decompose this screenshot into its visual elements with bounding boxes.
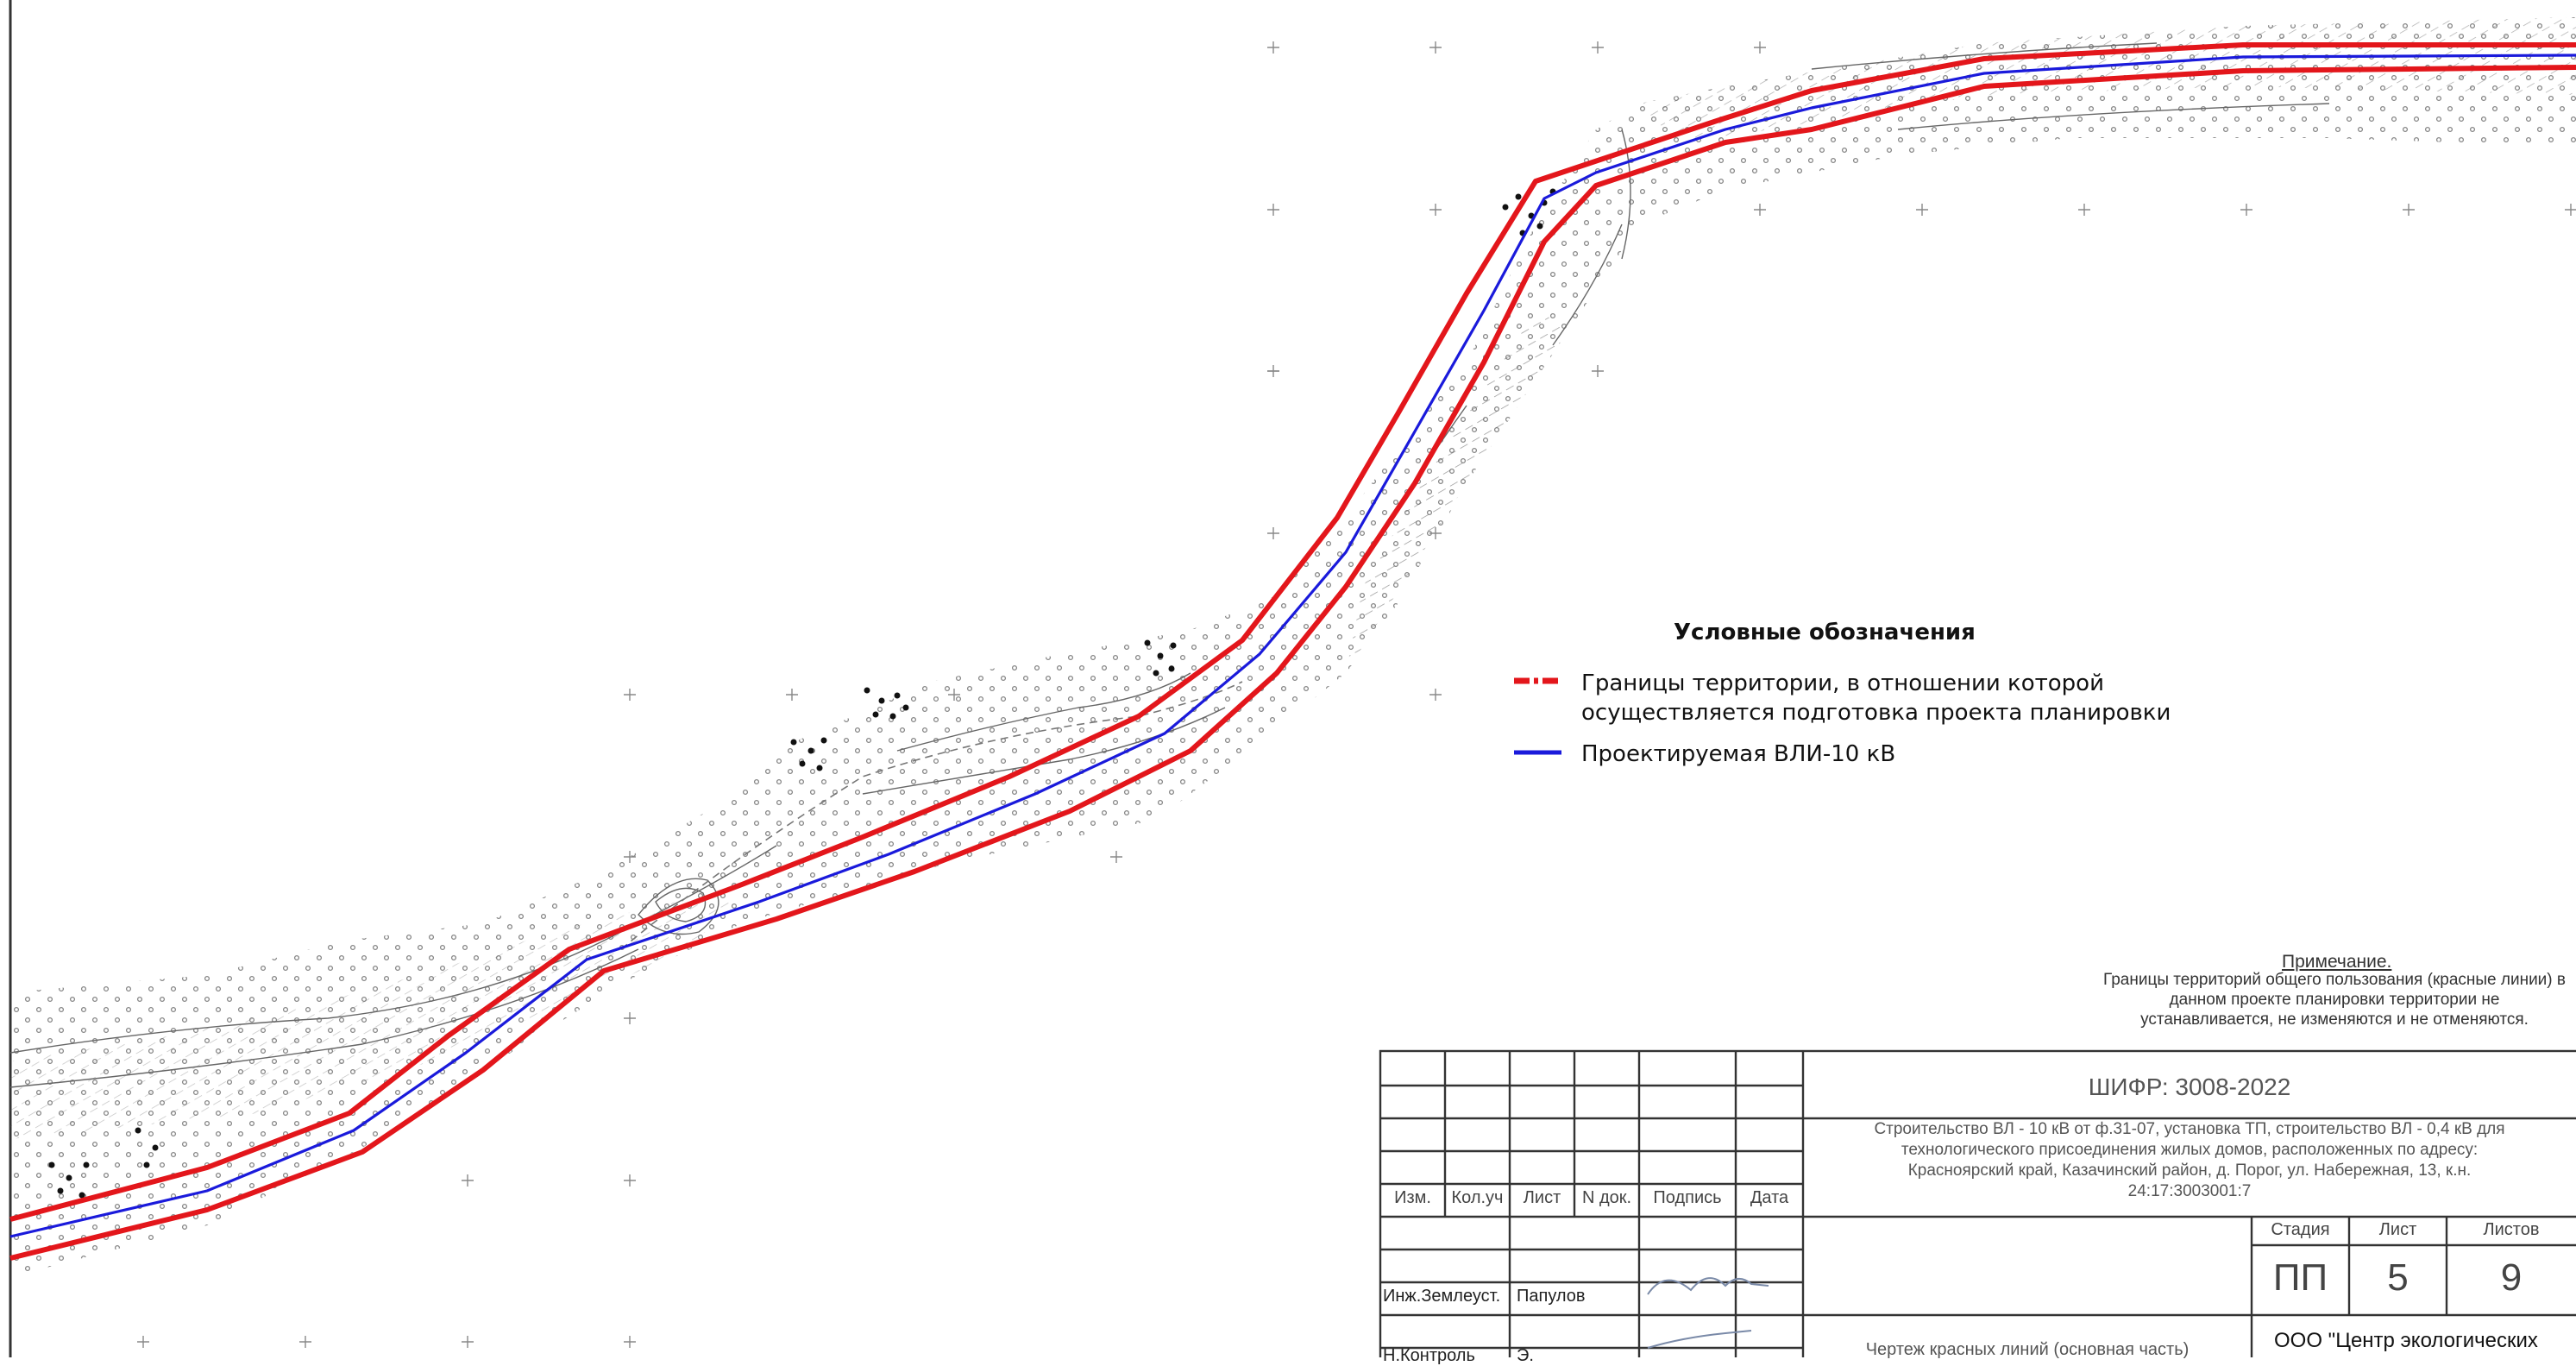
- dirt-road: [620, 681, 1243, 950]
- legend-item-power-line: Проектируемая ВЛИ-10 кВ: [1581, 741, 1896, 767]
- territory-boundary: [9, 42, 2576, 1261]
- header-podpis: Подпись: [1653, 1188, 1722, 1207]
- header-data: Дата: [1750, 1188, 1789, 1207]
- terrain-contours: [9, 42, 2330, 1088]
- note-title: Примечание.: [2282, 952, 2392, 972]
- header-kol-uch: Кол.уч: [1451, 1188, 1504, 1207]
- header-n-dok: N док.: [1581, 1188, 1632, 1207]
- person-norm-control: Э.: [1517, 1346, 1534, 1365]
- sheet-label: Лист: [2378, 1220, 2417, 1239]
- legend-item-boundary-line2: осуществляется подготовка проекта планир…: [1581, 700, 2171, 726]
- person-engineer: Папулов: [1517, 1287, 1586, 1306]
- grid-crosses: [137, 41, 2576, 1348]
- header-list: Лист: [1523, 1188, 1561, 1207]
- signature-2: [1647, 1330, 1752, 1349]
- cipher: ШИФР: 3008-2022: [2088, 1073, 2291, 1100]
- terrain-vegetation: [10, 17, 2576, 1277]
- legend-item-boundary-line1: Границы территории, в отношении которой: [1581, 670, 2104, 696]
- signature-1: [1647, 1277, 1769, 1295]
- project-line-4: 24:17:3003001:7: [2127, 1182, 2252, 1200]
- projected-power-line: [9, 54, 2576, 1238]
- sheets-label: Листов: [2483, 1220, 2540, 1239]
- sheets-value: 9: [2500, 1256, 2523, 1299]
- sheet-value: 5: [2387, 1256, 2409, 1299]
- legend-item-boundary: Границы территории, в отношении которой …: [1581, 669, 2171, 727]
- legend-title: Условные обозначения: [1674, 620, 1976, 645]
- header-izm: Изм.: [1394, 1188, 1431, 1207]
- role-norm-control: Н.Контроль: [1383, 1346, 1475, 1365]
- stage-label: Стадия: [2271, 1220, 2330, 1239]
- drawing-name: Чертеж красных линий (основная часть): [1865, 1340, 2190, 1359]
- stage-value: ПП: [2272, 1256, 2328, 1299]
- organization: ООО "Центр экологических: [2274, 1329, 2538, 1352]
- project-line-3: Красноярский край, Казачинский район, д.…: [1907, 1161, 2472, 1180]
- project-description: Строительство ВЛ - 10 кВ от ф.31-07, уст…: [1803, 1119, 2576, 1202]
- role-engineer: Инж.Землеуст.: [1383, 1287, 1501, 1306]
- note-text: Границы территорий общего пользования (к…: [2103, 971, 2566, 1029]
- title-block-frame: [1379, 1049, 2576, 1357]
- project-line-2: технологического присоединения жилых дом…: [1901, 1141, 2479, 1159]
- project-line-1: Строительство ВЛ - 10 кВ от ф.31-07, уст…: [1874, 1120, 2505, 1138]
